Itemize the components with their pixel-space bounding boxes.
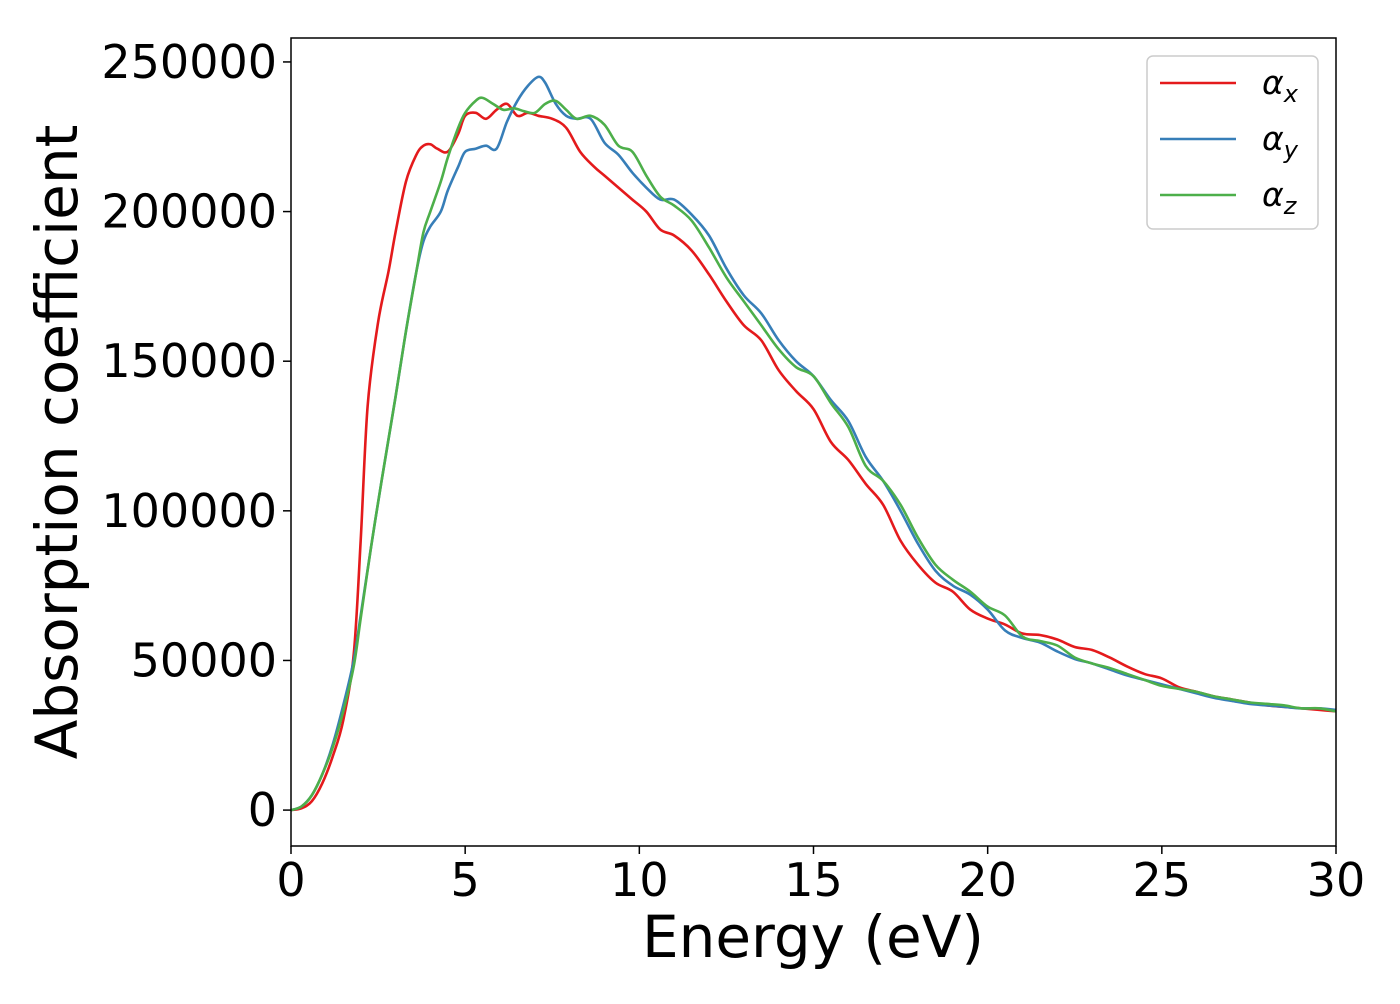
x-tick-label: 5: [451, 853, 480, 907]
x-tick-label: 25: [1133, 853, 1192, 907]
series-line-x: [291, 102, 1336, 812]
y-tick-label: 150000: [101, 334, 277, 388]
y-tick-label: 250000: [101, 35, 277, 89]
x-tick-label: 10: [610, 853, 669, 907]
y-tick-label: 50000: [131, 633, 277, 687]
x-tick-label: 0: [276, 853, 305, 907]
y-tick-label: 100000: [101, 484, 277, 538]
series-layer: [291, 75, 1336, 812]
y-tick-label: 0: [248, 783, 277, 837]
x-tick-label: 20: [958, 853, 1017, 907]
x-axis: 0 5 10 15 20 25 30: [276, 846, 1365, 907]
x-tick-label: 30: [1307, 853, 1366, 907]
legend-box: [1146, 55, 1319, 230]
x-axis-title: Energy (eV): [642, 903, 984, 971]
y-axis: 0 50000 100000 150000 200000 250000: [101, 35, 291, 837]
y-axis-title: Absorption coefficient: [23, 125, 91, 760]
x-tick-label: 15: [784, 853, 843, 907]
series-line-z: [291, 96, 1336, 812]
y-tick-label: 200000: [101, 185, 277, 239]
